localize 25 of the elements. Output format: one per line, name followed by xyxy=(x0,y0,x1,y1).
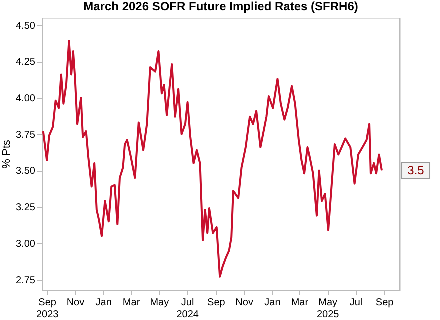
x-tick-label: Jan xyxy=(96,298,112,308)
annotation: 3.5 xyxy=(408,164,425,178)
x-tick-label: Jul xyxy=(350,298,363,308)
x-tick-label: Mar xyxy=(122,298,141,308)
x-tick-label: May 2025 xyxy=(316,298,340,320)
y-axis-title: % Pts xyxy=(1,140,14,169)
x-tick-label: Sep xyxy=(208,298,226,308)
y-tick-label: 3.00 xyxy=(16,238,36,250)
y-tick-label: 3.75 xyxy=(16,130,36,141)
y-tick-label: 3.25 xyxy=(16,202,36,214)
line-series xyxy=(42,40,384,278)
x-tick-label: Jul 2024 xyxy=(176,298,200,320)
x-tick-label: Nov xyxy=(236,298,254,308)
x-tick-label: Sep xyxy=(376,298,394,308)
y-tick-label: 4.50 xyxy=(16,20,36,32)
x-tick-label: Jan xyxy=(264,298,281,308)
y-tick-label: 2.75 xyxy=(16,275,36,286)
y-tick-label: 3.50 xyxy=(16,166,36,178)
chart-title: March 2026 SOFR Future Implied Rates (SFRH6) xyxy=(84,0,358,14)
x-tick-label: Mar xyxy=(291,298,310,308)
y-tick-label: 4.25 xyxy=(16,57,36,68)
x-tick-label: Sep 2023 xyxy=(36,298,60,320)
x-tick-label: May xyxy=(150,298,170,308)
y-tick-label: 4.00 xyxy=(16,94,36,104)
x-tick-label: Nov xyxy=(66,298,85,308)
